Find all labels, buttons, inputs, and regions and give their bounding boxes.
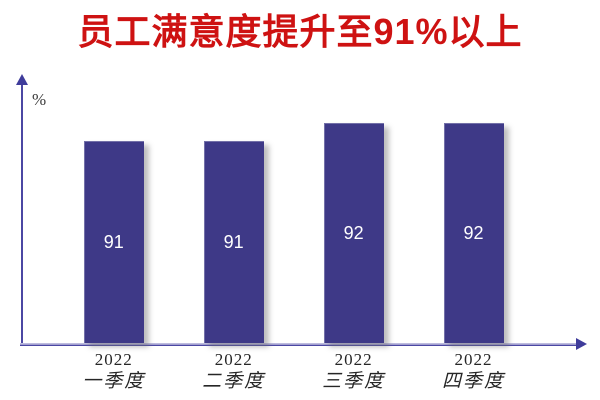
x-tick-quarter: 二季度 xyxy=(202,371,266,392)
bar-value-label: 91 xyxy=(103,231,124,252)
y-axis xyxy=(21,84,23,345)
x-tick-label-q1: 2022 一季度 xyxy=(49,349,179,394)
x-tick-label-q3: 2022 三季度 xyxy=(289,349,419,394)
y-axis-unit-label: % xyxy=(32,90,47,109)
chart-title: 员工满意度提升至91%以上 xyxy=(77,11,523,52)
x-tick-label-q4: 2022 四季度 xyxy=(409,349,539,394)
x-axis-arrow-icon xyxy=(576,338,587,350)
x-tick-label-q2: 2022 二季度 xyxy=(169,349,299,394)
bar-q1: 91 xyxy=(83,141,144,343)
x-tick-year: 2022 xyxy=(334,350,373,369)
bar-value-label: 92 xyxy=(463,222,484,243)
bar-q4: 92 xyxy=(443,123,504,343)
y-axis-arrow-icon xyxy=(16,74,28,85)
x-tick-year: 2022 xyxy=(214,350,253,369)
bar-q2: 91 xyxy=(203,141,264,343)
bar-q3: 92 xyxy=(323,123,384,343)
x-axis xyxy=(20,343,577,346)
x-tick-quarter: 一季度 xyxy=(82,371,146,392)
x-tick-quarter: 四季度 xyxy=(441,371,505,392)
bar-value-label: 91 xyxy=(223,231,244,252)
x-tick-year: 2022 xyxy=(454,350,493,369)
bar-value-label: 92 xyxy=(343,222,364,243)
x-tick-year: 2022 xyxy=(94,350,133,369)
x-tick-quarter: 三季度 xyxy=(322,371,386,392)
